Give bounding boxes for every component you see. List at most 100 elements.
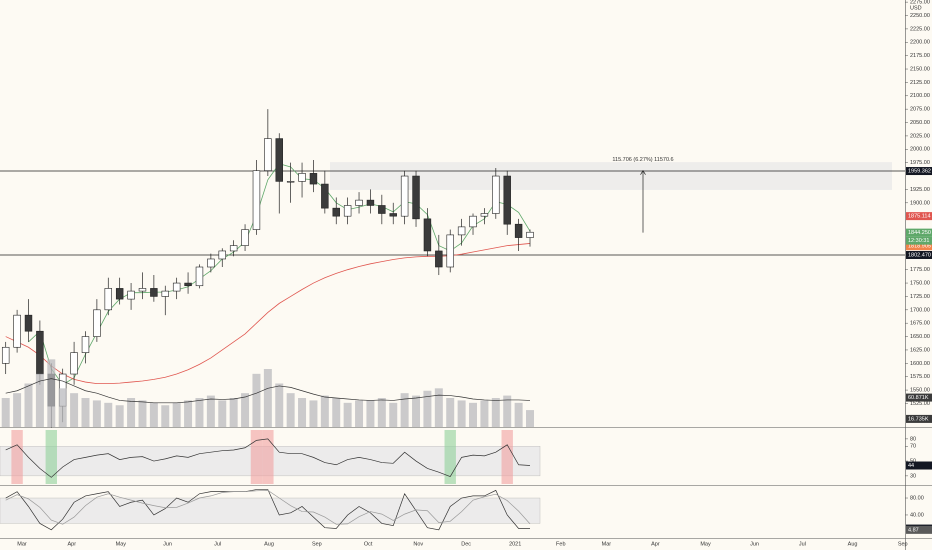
volume-bar xyxy=(412,395,421,427)
volume-bar xyxy=(434,388,443,427)
volume-bar xyxy=(491,398,500,427)
candle-body xyxy=(115,288,124,300)
y-tick-label: 2275.00 xyxy=(910,0,930,6)
candle-body xyxy=(229,245,238,252)
volume-bar xyxy=(309,400,318,427)
candle-body xyxy=(298,173,306,182)
price-tag xyxy=(906,212,932,221)
x-tick-label: Sep xyxy=(898,541,908,547)
candle-body xyxy=(172,282,181,292)
volume-bar xyxy=(70,393,79,427)
extreme-highlight xyxy=(501,430,513,484)
price-tag xyxy=(906,242,932,251)
volume-bar xyxy=(92,400,101,427)
y-tick-label: 1525.00 xyxy=(910,401,930,407)
x-tick-label: Dec xyxy=(461,541,471,547)
volume-bar xyxy=(446,398,455,427)
price-tag-label: 60.871K xyxy=(908,395,929,401)
candle-body xyxy=(492,175,500,214)
volume-bar xyxy=(366,400,375,427)
volume-bar xyxy=(526,410,534,427)
x-tick-label: Feb xyxy=(556,541,565,547)
volume-bar xyxy=(138,400,147,427)
volume-bar xyxy=(104,402,113,427)
candle-body xyxy=(195,266,204,287)
candle-body xyxy=(70,352,78,375)
y-tick-label: 70 xyxy=(910,444,916,450)
volume-bar xyxy=(35,373,44,427)
moving-average xyxy=(5,243,531,385)
candle-body xyxy=(138,288,147,292)
y-tick-label: 2000.00 xyxy=(910,147,930,153)
y-tick-label: 2075.00 xyxy=(910,107,930,113)
candle-body xyxy=(218,250,226,260)
price-tag-label: 1875.114 xyxy=(908,214,931,220)
candle-body xyxy=(423,218,432,252)
volume-bar xyxy=(58,388,67,427)
price-tag-label: 1818.905 xyxy=(908,244,931,250)
candle-body xyxy=(412,175,420,220)
y-tick-label: 1625.00 xyxy=(910,347,930,353)
volume-bar xyxy=(469,402,478,427)
y-tick-label: 2250.00 xyxy=(910,13,930,19)
band xyxy=(0,497,541,524)
volume-bar xyxy=(172,402,181,427)
candle-body xyxy=(400,175,409,217)
volume-bar xyxy=(503,395,512,427)
volume-bar xyxy=(298,398,307,427)
volume-ma xyxy=(5,378,531,404)
y-tick-label: 2025.00 xyxy=(910,133,930,139)
extreme-highlight xyxy=(11,430,23,484)
candle-body xyxy=(435,250,443,268)
y-tick-label: 1575.00 xyxy=(910,374,930,380)
volume-bar xyxy=(161,405,170,427)
y-tick-label: 2225.00 xyxy=(910,26,930,32)
y-tick-label: 80.00 xyxy=(910,495,924,501)
x-tick-label: Jun xyxy=(163,541,172,547)
candle-body xyxy=(378,205,386,214)
volume-bar xyxy=(13,393,22,427)
volume-bar xyxy=(377,398,386,427)
volume-bar xyxy=(423,390,432,427)
candle-body xyxy=(264,138,272,171)
candle-body xyxy=(24,314,33,332)
candle-body xyxy=(321,183,329,209)
candle-body xyxy=(13,314,21,348)
x-tick-label: Sep xyxy=(312,541,322,547)
volume-bar xyxy=(1,398,10,427)
x-tick-label: Aug xyxy=(264,541,274,547)
x-tick-label: Mar xyxy=(602,541,612,547)
x-tick-label: Nov xyxy=(413,541,423,547)
price-tag xyxy=(906,393,932,402)
volume-bar xyxy=(81,398,90,427)
x-tick-label: Aug xyxy=(848,541,858,547)
y-tick-label: 2100.00 xyxy=(910,93,930,99)
volume-bar xyxy=(47,359,56,427)
volume-bar xyxy=(115,405,124,427)
volume-bar xyxy=(149,402,158,427)
volume-bar xyxy=(400,393,409,427)
y-tick-label: 1650.00 xyxy=(910,334,930,340)
candle-body xyxy=(286,181,295,183)
volume-bar xyxy=(286,393,295,427)
volume-bar xyxy=(195,398,204,427)
indicator-line xyxy=(5,490,531,525)
candle-body xyxy=(161,290,169,297)
volume-bar xyxy=(184,400,193,427)
candle-body xyxy=(184,282,192,287)
extreme-highlight xyxy=(45,430,57,484)
candle-body xyxy=(127,290,135,300)
candle-body xyxy=(355,199,363,206)
volume-bar xyxy=(206,395,215,427)
y-tick-label: 40.00 xyxy=(910,512,924,518)
candle-body xyxy=(1,346,10,364)
countdown: 12:30:31 xyxy=(908,238,929,244)
x-tick-label: Jun xyxy=(750,541,759,547)
candle-body xyxy=(469,215,477,228)
volume-bar xyxy=(263,369,272,427)
unit-label: USD xyxy=(910,5,922,11)
candle-body xyxy=(309,173,318,185)
y-tick-label: 2125.00 xyxy=(910,80,930,86)
volume-bar xyxy=(514,402,523,427)
volume-bar xyxy=(457,400,466,427)
